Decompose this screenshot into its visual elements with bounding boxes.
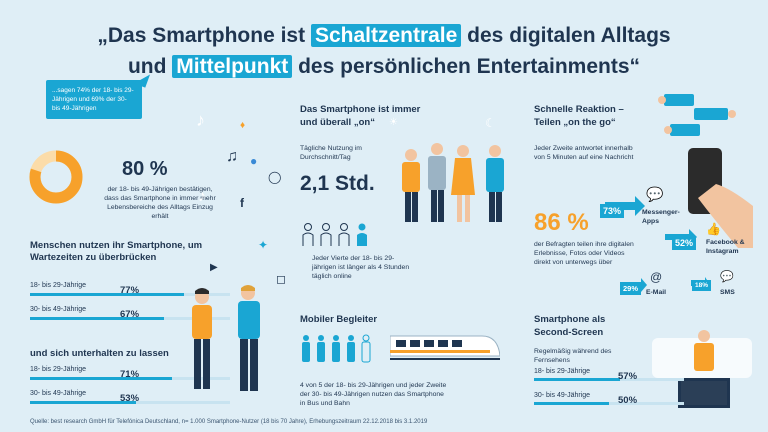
phone-users-illustration: ☾ ☀: [389, 116, 504, 222]
messenger-icon: ●: [250, 154, 258, 168]
facebook-icon: f: [240, 196, 244, 210]
title-line2-post: des persönlichen Entertainments“: [298, 55, 641, 78]
whatsapp-icon: ◯: [268, 170, 282, 184]
donut-description: der 18- bis 49-Jährigen bestätigen, dass…: [104, 186, 216, 220]
share-value: 86 %: [534, 209, 589, 236]
second-bar-track: [534, 378, 684, 381]
title-highlight-2: Mittelpunkt: [172, 55, 293, 78]
wait-row-label: 18- bis 29-Jährige: [30, 282, 87, 289]
people-illustration: [192, 285, 260, 391]
wait-bar-fill: [30, 293, 184, 296]
at-sign-icon: @: [650, 270, 663, 284]
svg-text:☀: ☀: [389, 117, 398, 128]
music-note-icon: ♪: [196, 110, 205, 130]
mobile-heading: Mobiler Begleiter: [300, 314, 378, 325]
channel-label-facebook: Facebook & Instagram: [706, 239, 745, 255]
second-row-1: 30- bis 49-Jährige 50%: [534, 392, 704, 406]
reaction-heading-line2: Teilen „on the go“: [534, 117, 616, 128]
title-line1-pre: „Das Smartphone ist: [97, 24, 306, 47]
title-highlight-1: Schaltzentrale: [310, 24, 462, 47]
entertain-row-label: 30- bis 49-Jährige: [30, 390, 87, 397]
tinder-flame-icon: ♦: [240, 120, 246, 131]
chat-bubble-icon: 💬: [646, 186, 664, 202]
share-text: der Befragten teilen ihre digitalen Erle…: [534, 241, 634, 266]
wait-bar-track: [30, 293, 230, 296]
second-sub: Regelmäßig während des Fernsehens: [534, 348, 612, 364]
channel-pct-email: 29%: [620, 282, 642, 295]
second-bar-track: [534, 402, 684, 405]
hand-phone-illustration: [658, 94, 753, 248]
sms-bubble-icon: 💬: [720, 271, 734, 283]
entertain-row-value: 71%: [120, 369, 140, 380]
channel-pct-sms: 18%: [692, 280, 712, 291]
entertain-row-label: 18- bis 29-Jährige: [30, 366, 87, 373]
wait-row-0: 18- bis 29-Jährige 77%: [30, 282, 270, 296]
donut-value: 80 %: [122, 158, 168, 180]
second-row-0: 18- bis 29-Jährige 57%: [534, 368, 704, 382]
entertain-row-0: 18- bis 29-Jährige 71%: [30, 366, 270, 380]
page-title: „Das Smartphone ist Schaltzentrale des d…: [0, 20, 768, 82]
wait-row-value: 67%: [120, 309, 140, 320]
donut-chart: [29, 150, 83, 204]
second-bar-fill: [534, 402, 609, 405]
train-illustration: [390, 335, 500, 360]
entertain-row-1: 30- bis 49-Jährige 53%: [30, 390, 270, 404]
sofa-tv-illustration: [652, 330, 752, 408]
quarter-text: Jeder Vierte der 18- bis 29-jährigen ist…: [312, 255, 410, 280]
second-heading-line1: Smartphone als: [534, 314, 606, 325]
channel-pct-facebook: 52%: [672, 236, 697, 250]
second-row-label: 18- bis 29-Jährige: [534, 368, 591, 375]
wait-row-label: 30- bis 49-Jährige: [30, 306, 87, 313]
entertain-heading: und sich unterhalten zu lassen: [30, 348, 169, 359]
entertain-row-value: 53%: [120, 393, 140, 404]
wait-row-1: 30- bis 49-Jährige 67%: [30, 306, 270, 320]
wait-row-value: 77%: [120, 285, 140, 296]
reaction-text: Jeder Zweite antwortet innerhalb von 5 M…: [534, 145, 634, 161]
donut-arc: [29, 150, 83, 204]
always-heading-line1: Das Smartphone ist immer: [300, 104, 421, 115]
music-note-icon: ♫: [226, 148, 238, 165]
second-bar-fill: [534, 378, 620, 381]
second-row-value: 57%: [618, 371, 638, 382]
reaction-heading-line1: Schnelle Reaktion –: [534, 104, 624, 115]
entertain-bar-track: [30, 401, 230, 404]
second-row-value: 50%: [618, 395, 638, 406]
wait-bar-fill: [30, 317, 164, 320]
channel-label-sms: SMS: [720, 289, 735, 296]
wait-heading: Menschen nutzen ihr Smartphone, um Warte…: [30, 240, 203, 263]
entertain-bar-fill: [30, 401, 136, 404]
callout-box: ...sagen 74% der 18- bis 29-Jährigen und…: [46, 80, 142, 119]
channel-label-messenger: Messenger-Apps: [642, 209, 680, 225]
usage-value: 2,1 Std.: [300, 172, 375, 195]
always-heading-line2: und überall „on“: [300, 117, 375, 128]
mobile-text: 4 von 5 der 18- bis 29-Jährigen und jede…: [300, 382, 447, 407]
entertain-bar-track: [30, 377, 230, 380]
entertain-bar-fill: [30, 377, 172, 380]
channel-pct-messenger: 73%: [600, 204, 625, 218]
quarter-people-icons: [302, 223, 367, 246]
channel-label-email: E-Mail: [646, 289, 667, 296]
music-note-icon: ♪: [198, 188, 206, 205]
thumbs-up-icon: 👍: [706, 222, 721, 236]
title-line1-post: des digitalen Alltags: [467, 24, 671, 47]
commuter-people-icons: [302, 334, 371, 363]
twitter-icon: ✦: [258, 238, 269, 252]
instagram-icon: ◻: [276, 272, 286, 286]
second-heading-line2: Second-Screen: [534, 327, 604, 338]
second-row-label: 30- bis 49-Jährige: [534, 392, 591, 399]
youtube-icon: ▶: [210, 262, 218, 273]
svg-text:☾: ☾: [485, 116, 496, 130]
source-note: Quelle: best research GmbH für Telefónic…: [30, 419, 428, 425]
wait-bar-track: [30, 317, 230, 320]
usage-label: Tägliche Nutzung im Durchschnitt/Tag: [300, 145, 362, 161]
